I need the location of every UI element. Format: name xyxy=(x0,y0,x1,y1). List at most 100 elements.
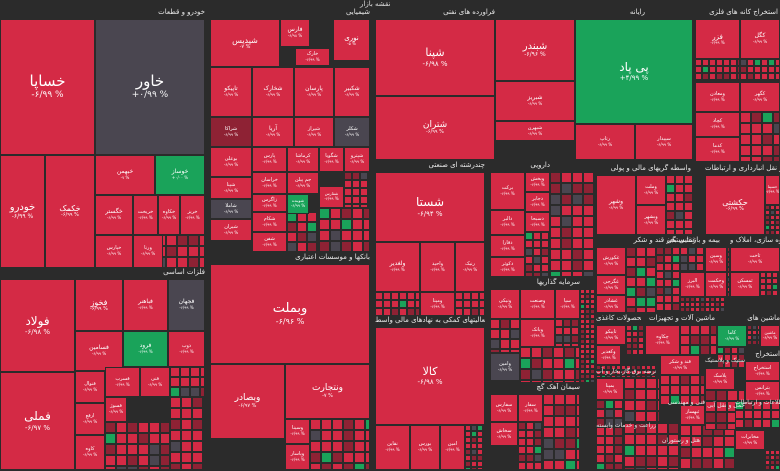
small-stock-tile[interactable] xyxy=(664,279,672,287)
small-stock-tile[interactable] xyxy=(626,337,632,343)
stock-tile[interactable]: وامین -۶/۹۹ % xyxy=(490,353,520,381)
small-stock-tile[interactable] xyxy=(332,452,343,463)
small-stock-tile[interactable] xyxy=(740,134,751,145)
stock-tile[interactable]: چکاوه -۶/۹۹ % xyxy=(645,325,680,355)
small-stock-tile[interactable] xyxy=(713,458,724,469)
small-stock-tile[interactable] xyxy=(166,257,177,268)
small-stock-tile[interactable] xyxy=(646,423,657,434)
small-stock-tile[interactable] xyxy=(766,278,772,284)
small-stock-tile[interactable] xyxy=(638,349,644,355)
small-stock-tile[interactable] xyxy=(580,319,585,324)
small-stock-tile[interactable] xyxy=(149,466,160,470)
small-stock-tile[interactable] xyxy=(352,196,360,204)
small-stock-tile[interactable] xyxy=(700,335,710,345)
small-stock-tile[interactable] xyxy=(585,294,590,299)
small-stock-tile[interactable] xyxy=(533,264,541,272)
small-stock-tile[interactable] xyxy=(541,240,549,248)
small-stock-tile[interactable] xyxy=(664,271,672,279)
small-stock-tile[interactable] xyxy=(526,430,534,438)
stock-tile[interactable]: شفارس -۶/۹۹ % xyxy=(319,186,344,208)
small-stock-tile[interactable] xyxy=(149,455,160,466)
small-stock-tile[interactable] xyxy=(715,302,720,307)
small-stock-tile[interactable] xyxy=(760,278,766,284)
small-stock-tile[interactable] xyxy=(668,423,679,434)
small-stock-tile[interactable] xyxy=(723,66,730,73)
small-stock-tile[interactable] xyxy=(590,289,595,294)
small-stock-tile[interactable] xyxy=(695,312,700,314)
small-stock-tile[interactable] xyxy=(635,445,646,456)
small-stock-tile[interactable] xyxy=(572,249,583,260)
small-stock-tile[interactable] xyxy=(751,145,762,156)
small-stock-tile[interactable] xyxy=(580,309,585,314)
small-stock-tile[interactable] xyxy=(636,257,646,267)
stock-tile[interactable]: تاپیکو -۶/۹۹ % xyxy=(596,325,626,345)
small-stock-tile[interactable] xyxy=(463,308,471,316)
small-stock-tile[interactable] xyxy=(580,299,585,304)
small-stock-tile[interactable] xyxy=(344,188,352,196)
small-stock-tile[interactable] xyxy=(724,361,731,368)
small-stock-tile[interactable] xyxy=(590,354,595,359)
stock-tile[interactable]: وشهر -۶/۹۹ % xyxy=(596,175,636,235)
small-stock-tile[interactable] xyxy=(717,354,724,361)
stock-tile[interactable]: دالبر -۶/۹۹ % xyxy=(490,210,525,235)
small-stock-tile[interactable] xyxy=(531,380,542,383)
small-stock-tile[interactable] xyxy=(543,416,554,427)
small-stock-tile[interactable] xyxy=(611,375,616,378)
small-stock-tile[interactable] xyxy=(341,208,352,219)
small-stock-tile[interactable] xyxy=(360,172,368,180)
small-stock-tile[interactable] xyxy=(762,112,773,123)
small-stock-tile[interactable] xyxy=(684,184,693,193)
small-stock-tile[interactable] xyxy=(626,297,636,307)
small-stock-tile[interactable] xyxy=(550,227,561,238)
small-stock-tile[interactable] xyxy=(651,370,656,375)
small-stock-tile[interactable] xyxy=(700,375,705,385)
small-stock-tile[interactable] xyxy=(626,325,632,331)
small-stock-tile[interactable] xyxy=(383,300,391,308)
small-stock-tile[interactable] xyxy=(710,325,717,335)
stock-tile[interactable]: ولغدیر -۶/۹۹ % xyxy=(375,242,420,292)
stock-tile[interactable]: ونیکی -۶/۹۹ % xyxy=(490,289,520,319)
small-stock-tile[interactable] xyxy=(761,73,768,80)
small-stock-tile[interactable] xyxy=(188,257,199,268)
small-stock-tile[interactable] xyxy=(455,292,463,300)
small-stock-tile[interactable] xyxy=(181,463,192,470)
small-stock-tile[interactable] xyxy=(590,374,595,379)
small-stock-tile[interactable] xyxy=(471,455,477,461)
small-stock-tile[interactable] xyxy=(646,287,656,297)
small-stock-tile[interactable] xyxy=(664,287,672,295)
small-stock-tile[interactable] xyxy=(555,319,563,327)
small-stock-tile[interactable] xyxy=(554,405,565,416)
small-stock-tile[interactable] xyxy=(773,145,780,156)
small-stock-tile[interactable] xyxy=(730,59,737,66)
small-stock-tile[interactable] xyxy=(180,387,190,397)
stock-tile[interactable]: فنوال -۶/۹۹ % xyxy=(75,371,105,403)
small-stock-tile[interactable] xyxy=(541,232,549,240)
small-stock-tile[interactable] xyxy=(550,172,561,183)
small-stock-tile[interactable] xyxy=(510,349,520,353)
small-stock-tile[interactable] xyxy=(471,431,477,437)
small-stock-tile[interactable] xyxy=(585,374,590,379)
small-stock-tile[interactable] xyxy=(471,292,479,300)
small-stock-tile[interactable] xyxy=(672,247,680,255)
small-stock-tile[interactable] xyxy=(471,437,477,443)
small-stock-tile[interactable] xyxy=(672,271,680,279)
small-stock-tile[interactable] xyxy=(575,380,580,383)
small-stock-tile[interactable] xyxy=(580,359,585,364)
small-stock-tile[interactable] xyxy=(483,425,485,431)
small-stock-tile[interactable] xyxy=(757,345,760,347)
small-stock-tile[interactable] xyxy=(343,419,354,430)
small-stock-tile[interactable] xyxy=(646,456,657,467)
small-stock-tile[interactable] xyxy=(571,343,579,347)
small-stock-tile[interactable] xyxy=(636,247,646,257)
small-stock-tile[interactable] xyxy=(695,66,702,73)
small-stock-tile[interactable] xyxy=(695,59,702,66)
small-stock-tile[interactable] xyxy=(199,257,205,268)
small-stock-tile[interactable] xyxy=(518,462,526,470)
stock-tile[interactable]: بوعلی -۶/۹۹ % xyxy=(210,147,252,177)
small-stock-tile[interactable] xyxy=(561,227,572,238)
stock-tile[interactable]: فسرب -۶/۹۹ % xyxy=(105,367,140,397)
small-stock-tile[interactable] xyxy=(170,377,180,387)
small-stock-tile[interactable] xyxy=(310,463,321,470)
small-stock-tile[interactable] xyxy=(664,255,672,263)
small-stock-tile[interactable] xyxy=(765,230,770,235)
